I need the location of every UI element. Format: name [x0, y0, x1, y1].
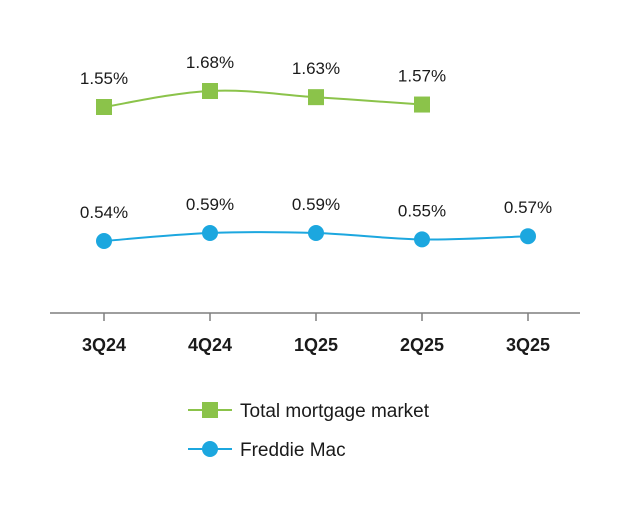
x-tick-label-3: 2Q25: [400, 335, 444, 355]
data-point-freddie-mac-4: [520, 228, 536, 245]
x-axis: 3Q24 4Q24 1Q25 2Q25 3Q25: [50, 312, 580, 355]
data-point-freddie-mac-0: [96, 233, 112, 249]
legend-item-freddie-mac: Freddie Mac: [188, 440, 346, 461]
data-point-total-mortgage-market-3: [414, 96, 430, 113]
legend-label-freddie-mac: Freddie Mac: [240, 440, 346, 461]
legend-item-total-mortgage-market: Total mortgage market: [188, 401, 430, 422]
data-label-total-mortgage-market-3: 1.57%: [398, 67, 446, 86]
x-tick-label-4: 3Q25: [506, 335, 550, 355]
x-tick-label-2: 1Q25: [294, 335, 338, 355]
data-label-freddie-mac-4: 0.57%: [504, 198, 552, 217]
data-label-freddie-mac-2: 0.59%: [292, 195, 340, 214]
data-label-freddie-mac-0: 0.54%: [80, 203, 128, 222]
data-label-freddie-mac-1: 0.59%: [186, 195, 234, 214]
data-label-total-mortgage-market-0: 1.55%: [80, 69, 128, 88]
series-freddie-mac: 0.54% 0.59% 0.59% 0.55% 0.57%: [80, 195, 552, 249]
x-tick-label-1: 4Q24: [188, 335, 232, 355]
data-point-total-mortgage-market-1: [202, 83, 218, 99]
data-point-freddie-mac-3: [414, 231, 430, 248]
data-point-freddie-mac-1: [202, 225, 218, 241]
legend: Total mortgage market Freddie Mac: [188, 401, 430, 461]
legend-marker-total-mortgage-market: [202, 402, 218, 418]
data-point-total-mortgage-market-2: [308, 89, 324, 106]
data-point-freddie-mac-2: [308, 225, 324, 241]
data-label-total-mortgage-market-1: 1.68%: [186, 53, 234, 72]
series-total-mortgage-market: 1.55% 1.68% 1.63% 1.57%: [80, 53, 446, 115]
plot-area: 1.55% 1.68% 1.63% 1.57% 0.54% 0.59% 0.59% 0.55%…: [80, 53, 552, 249]
data-label-freddie-mac-3: 0.55%: [398, 201, 446, 220]
series-line-total-mortgage-market: [103, 89, 423, 108]
legend-marker-freddie-mac: [202, 441, 218, 457]
data-point-total-mortgage-market-0: [96, 99, 112, 115]
legend-label-total-mortgage-market: Total mortgage market: [240, 401, 430, 422]
x-tick-label-0: 3Q24: [82, 335, 126, 355]
data-label-total-mortgage-market-2: 1.63%: [292, 59, 340, 78]
